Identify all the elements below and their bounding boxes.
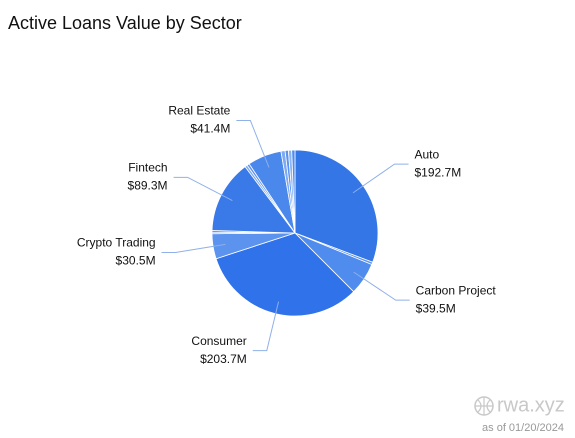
- leader-line: [252, 301, 280, 352]
- leader-line: [173, 176, 233, 201]
- pie-slice: [291, 149, 296, 234]
- source: rwa.xyz: [497, 394, 565, 416]
- chart-title: Active Loans Value by Sector: [8, 13, 242, 33]
- slice-value-label: $203.7M: [200, 352, 247, 366]
- slice-value-label: $41.4M: [190, 122, 230, 136]
- slice-value-label: $89.3M: [128, 178, 168, 192]
- slice-label: Real Estate: [168, 104, 230, 118]
- slice-value-label: $192.7M: [414, 165, 461, 179]
- note: as of 01/20/2024: [482, 422, 564, 434]
- slice-label: Crypto Trading: [77, 236, 156, 250]
- slice-label: Carbon Project: [416, 283, 497, 297]
- slice-label: Consumer: [191, 334, 246, 348]
- leader-line: [161, 243, 226, 254]
- slice-value-label: $30.5M: [116, 254, 156, 268]
- leader-line: [353, 271, 410, 301]
- slice-value-label: $39.5M: [416, 301, 456, 315]
- leader-line: [236, 120, 270, 168]
- logo: rwa.xyz: [474, 394, 565, 416]
- slice-label: Fintech: [128, 160, 167, 174]
- leader-line: [352, 163, 409, 194]
- slice-label: Auto: [414, 147, 439, 161]
